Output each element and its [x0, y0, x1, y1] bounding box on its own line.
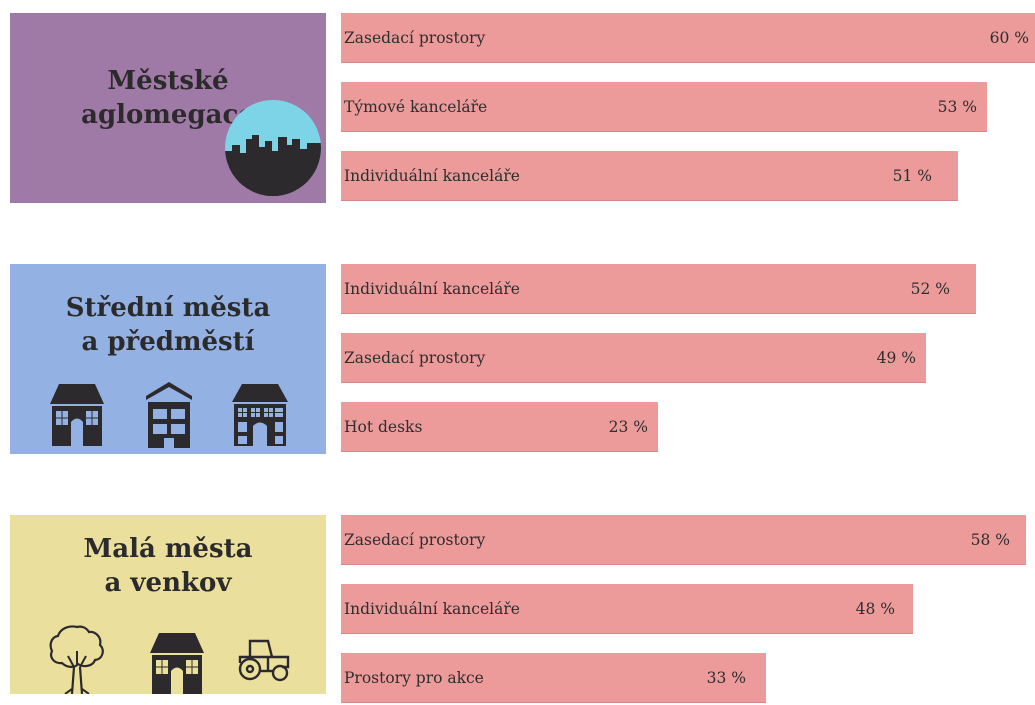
apartment-block-icon — [146, 382, 192, 448]
bar-value: 48 % — [855, 600, 895, 618]
bar-label: Individuální kanceláře — [344, 167, 520, 185]
bar-small-0: Zasedací prostory 58 % — [341, 515, 1026, 565]
panel-title-line-1: Střední města — [65, 293, 271, 323]
bar-value: 60 % — [989, 29, 1029, 47]
bar-label: Individuální kanceláře — [344, 280, 520, 298]
group-metro: Městské aglomegace — [0, 13, 1035, 203]
bar-value: 53 % — [937, 98, 977, 116]
bar-value: 58 % — [970, 531, 1010, 549]
tree-icon — [49, 625, 104, 694]
panel-metro: Městské aglomegace — [10, 13, 326, 203]
bar-label: Hot desks — [344, 418, 423, 436]
bar-small-1: Individuální kanceláře 48 % — [341, 584, 913, 634]
bar-mid-1: Zasedací prostory 49 % — [341, 333, 926, 383]
panel-title-line-2: aglomegace — [81, 100, 255, 130]
bar-value: 51 % — [892, 167, 932, 185]
bar-label: Týmové kanceláře — [344, 98, 488, 116]
bar-value: 23 % — [608, 418, 648, 436]
group-mid: Střední města a předměstí — [0, 264, 1035, 454]
house-icon — [50, 384, 104, 446]
city-skyline-icon — [225, 100, 321, 196]
panel-title-line-1: Malá města — [83, 534, 253, 564]
bar-mid-0: Individuální kanceláře 52 % — [341, 264, 976, 314]
bar-label: Prostory pro akce — [344, 669, 484, 687]
panel-small: Malá města a venkov — [10, 515, 326, 694]
bar-metro-0: Zasedací prostory 60 % — [341, 13, 1035, 63]
panel-title-line-1: Městské — [107, 66, 229, 96]
panel-title-line-2: a venkov — [104, 568, 232, 598]
bar-mid-2: Hot desks 23 % — [341, 402, 658, 452]
bar-value: 52 % — [910, 280, 950, 298]
group-small: Malá města a venkov — [0, 515, 1035, 705]
bar-label: Individuální kanceláře — [344, 600, 520, 618]
tractor-icon — [238, 639, 290, 682]
bar-label: Zasedací prostory — [344, 349, 486, 367]
bar-label: Zasedací prostory — [344, 531, 486, 549]
panel-title-line-2: a předměstí — [81, 327, 255, 357]
townhouse-icon — [232, 384, 288, 446]
bar-value: 33 % — [706, 669, 746, 687]
bar-metro-1: Týmové kanceláře 53 % — [341, 82, 987, 132]
panel-mid: Střední města a předměstí — [10, 264, 326, 454]
bar-small-2: Prostory pro akce 33 % — [341, 653, 766, 703]
house-icon — [150, 633, 204, 694]
bar-metro-2: Individuální kanceláře 51 % — [341, 151, 958, 201]
bar-label: Zasedací prostory — [344, 29, 486, 47]
bar-value: 49 % — [876, 349, 916, 367]
